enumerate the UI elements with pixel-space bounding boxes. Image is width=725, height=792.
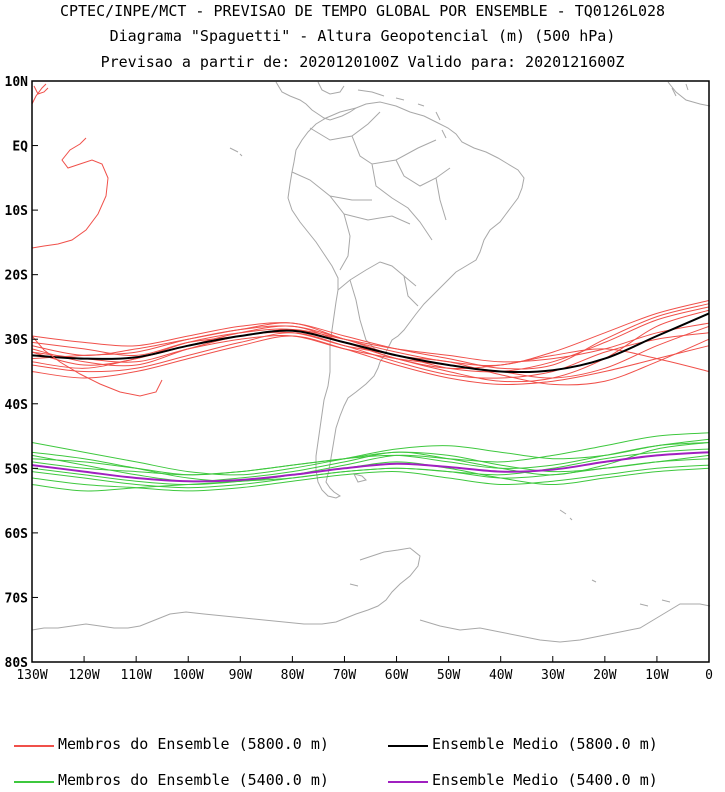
ensemble-member-line-5400-7 [31,448,710,492]
legend-swatch-members-5800 [14,745,54,747]
ensemble-member-line-5800-10 [31,306,710,373]
ensemble-member-line-5800-6 [31,303,710,370]
x-tick-label: 10W [645,668,669,683]
title-line-2: Diagrama "Spaguetti" - Altura Geopotenci… [109,27,616,45]
atlantic-islands [671,83,689,97]
ensemble-mean-line-5800 [31,312,710,374]
x-tick-label: 20W [593,668,617,683]
country-borders [291,111,451,353]
legend-label-mean-5400: Ensemble Medio (5400.0 m) [432,771,658,789]
contour-lines [31,300,710,492]
legend-swatch-mean-5400 [388,781,428,783]
galapagos-islands [229,147,243,157]
legend-swatch-members-5400 [14,781,54,783]
ensemble-member-line-5800-7 [31,335,710,385]
contour-loop-eq [31,137,109,249]
y-tick-label: 70S [5,591,29,606]
x-tick-label: 0 [705,668,713,683]
ensemble-member-line-5800-1 [31,300,710,367]
ensemble-member-line-5400-4 [31,464,710,492]
y-tick-label: 60S [5,527,29,542]
y-tick-label: 20S [5,269,29,284]
falkland-islands [353,473,367,483]
y-tick-label: 10N [5,75,29,90]
y-tick-label: 40S [5,398,29,413]
antarctic-peninsula [31,547,421,631]
x-tick-label: 130W [16,668,47,683]
caribbean-islands [357,89,447,139]
plot-frame [31,80,710,663]
ensemble-member-line-5400-5 [31,451,710,476]
yucatan-coast [317,81,345,95]
title-line-3: Previsao a partir de: 2020120100Z Valido… [100,53,625,71]
ensemble-member-line-5800-5 [31,325,710,379]
spaghetti-chart: 130W 120W 110W 100W 90W 80W 70W 60W 50W 40W 30W 20W… [5,75,713,683]
contour-loop-10n [31,83,49,105]
antarctic-islands [349,579,671,607]
ensemble-member-line-5400-2 [31,458,710,489]
y-tick-label: 10S [5,204,29,219]
title-line-1: CPTEC/INPE/MCT - PREVISAO DE TEMPO GLOBA… [59,2,666,20]
y-tick-label: 30S [5,333,29,348]
y-tick-label: 50S [5,462,29,477]
x-tick-label: 90W [229,668,253,683]
legend-label-members-5800: Membros do Ensemble (5800.0 m) [58,735,329,753]
africa-coast [667,81,711,107]
map-coastlines [31,81,711,643]
ensemble-member-line-5400-8 [31,461,710,486]
x-tick-label: 120W [68,668,99,683]
central-america-coast [275,81,357,121]
x-tick-label: 30W [541,668,565,683]
x-tick-label: 70W [333,668,357,683]
x-tick-label: 100W [173,668,204,683]
x-tick-label: 60W [385,668,409,683]
contour-loops [31,83,163,397]
ensemble-mean-line-5400 [31,451,710,483]
ensemble-member-line-5800-9 [31,325,710,386]
x-tick-label: 80W [281,668,305,683]
antarctic-coast-east [419,603,711,643]
south-georgia [559,509,573,521]
y-tick-label: 80S [5,656,29,671]
x-tick-label: 110W [120,668,151,683]
y-tick-label: EQ [12,140,28,155]
legend-swatch-mean-5800 [388,745,428,747]
ensemble-member-line-5800-3 [31,322,710,363]
x-tick-label: 40W [489,668,513,683]
south-america-coast [287,101,525,499]
legend-label-mean-5800: Ensemble Medio (5800.0 m) [432,735,658,753]
contour-loop-south [31,335,163,397]
ensemble-member-line-5400-9 [31,442,710,476]
x-tick-label: 50W [437,668,461,683]
axes: 130W 120W 110W 100W 90W 80W 70W 60W 50W 40W 30W 20W… [5,75,713,683]
legend-label-members-5400: Membros do Ensemble (5400.0 m) [58,771,329,789]
